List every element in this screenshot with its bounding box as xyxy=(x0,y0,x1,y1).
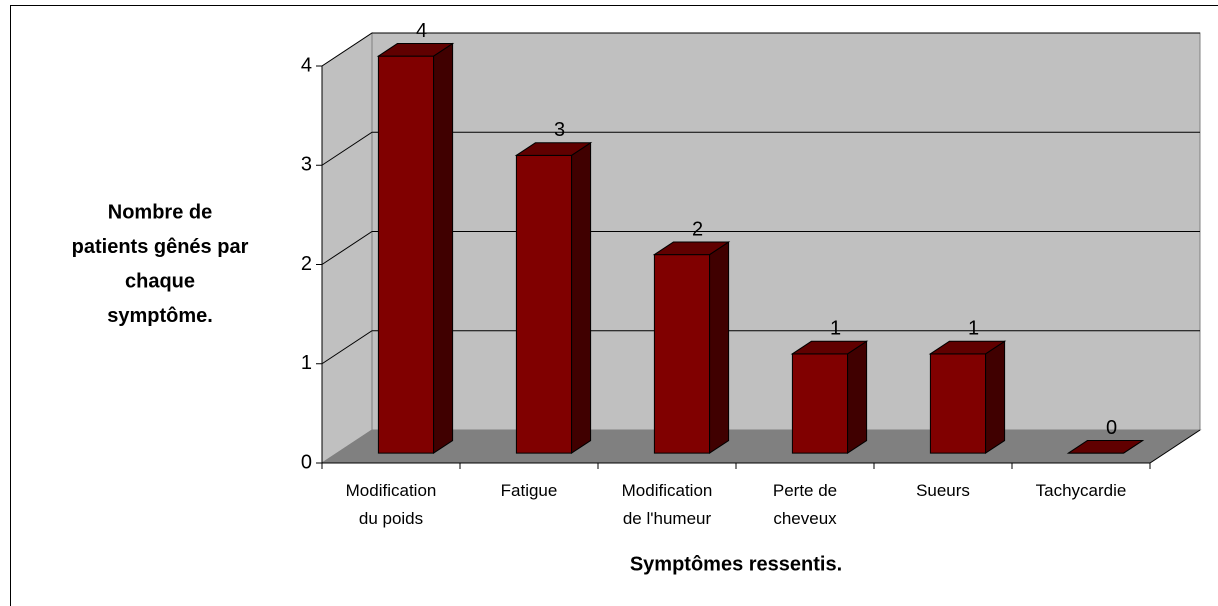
x-tick-label-line: de l'humeur xyxy=(623,509,712,528)
bar-front xyxy=(515,154,573,454)
bar xyxy=(790,340,869,455)
x-tick-label: Modification de l'humeur xyxy=(622,481,713,528)
value-label: 0 xyxy=(1106,417,1117,439)
y-axis-title: symptôme. xyxy=(107,305,213,327)
x-tick-label: Sueurs xyxy=(916,481,970,500)
x-tick-label-line: Perte de xyxy=(773,481,837,500)
bar xyxy=(928,340,1007,455)
grid-line xyxy=(321,231,1200,265)
bar-top xyxy=(790,340,869,355)
x-tick-label: Tachycardie xyxy=(1036,481,1127,500)
bar xyxy=(652,241,731,455)
y-tick-label: 1 xyxy=(301,352,312,374)
x-axis-title: Symptômes ressentis. xyxy=(630,553,842,575)
x-tick-label-line: cheveux xyxy=(773,509,837,528)
bar xyxy=(1066,440,1145,454)
bar-front xyxy=(929,353,987,454)
grid-line xyxy=(321,131,1200,166)
floor xyxy=(320,429,1202,464)
x-axis-back xyxy=(1149,429,1201,464)
y-tick-label: 2 xyxy=(301,253,312,275)
x-tick-label-line: Modification xyxy=(622,481,713,500)
value-label: 1 xyxy=(968,318,979,340)
x-tick-label-line: Fatigue xyxy=(501,481,558,500)
bar xyxy=(376,42,455,455)
bar-top xyxy=(514,142,593,156)
y-axis-title: patients gênés par xyxy=(72,236,249,258)
x-tick-label: Modification du poids xyxy=(346,481,437,528)
y-tick-label: 0 xyxy=(301,451,312,473)
value-label: 4 xyxy=(416,20,427,42)
y-axis-title: chaque xyxy=(125,270,195,292)
bar-top xyxy=(1066,440,1145,454)
bar-side xyxy=(571,141,592,455)
bar-front xyxy=(377,55,435,454)
value-label: 3 xyxy=(554,119,565,141)
bar-side xyxy=(709,241,730,455)
x-tick-label-line: du poids xyxy=(359,509,423,528)
value-label: 2 xyxy=(692,218,703,240)
grid-line xyxy=(321,32,1200,67)
y-tick-label: 4 xyxy=(301,54,312,76)
bar-front xyxy=(653,254,711,454)
bar-side xyxy=(985,340,1006,455)
y-axis-title: Nombre de xyxy=(108,201,212,223)
x-tick-label-line: Sueurs xyxy=(916,481,970,500)
bar-top xyxy=(652,241,731,256)
x-tick-label-line: Modification xyxy=(346,481,437,500)
x-tick-label: Fatigue xyxy=(501,481,558,500)
bar-side xyxy=(433,42,454,455)
x-tick-label-line: Tachycardie xyxy=(1036,481,1127,500)
bar-top xyxy=(376,43,455,57)
y-tick-label: 3 xyxy=(301,154,312,176)
bar-front xyxy=(791,353,849,454)
value-label: 1 xyxy=(830,318,841,340)
x-tick-label: Perte de cheveux xyxy=(773,481,837,528)
bar-side xyxy=(847,340,868,455)
bar xyxy=(514,141,593,455)
bar-top xyxy=(928,340,1007,355)
grid-line xyxy=(321,330,1200,365)
